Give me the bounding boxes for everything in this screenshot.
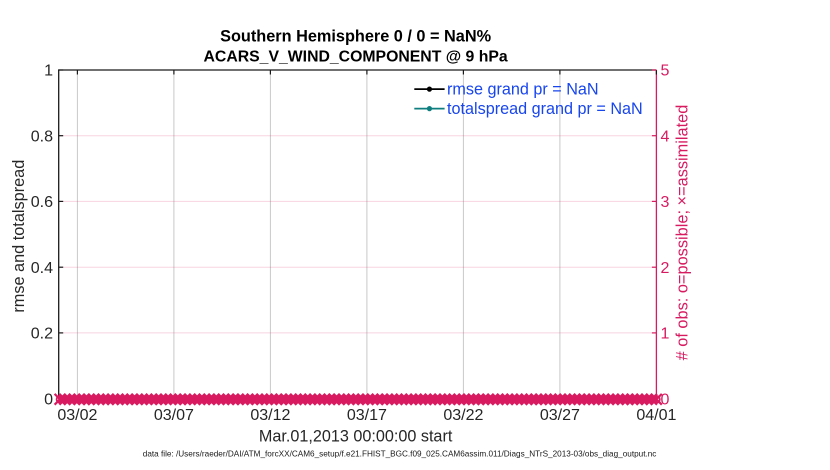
svg-text:03/12: 03/12	[250, 406, 290, 424]
svg-text:1: 1	[661, 325, 670, 343]
svg-text:rmse and totalspread: rmse and totalspread	[10, 160, 28, 313]
svg-text:03/07: 03/07	[154, 406, 194, 424]
svg-text:03/17: 03/17	[347, 406, 387, 424]
svg-text:0: 0	[44, 390, 53, 408]
svg-text:4: 4	[661, 127, 670, 145]
svg-text:0.6: 0.6	[31, 193, 53, 211]
svg-text:Southern Hemisphere 0 / 0 = Na: Southern Hemisphere 0 / 0 = NaN%	[220, 27, 492, 45]
svg-text:0.8: 0.8	[31, 127, 53, 145]
svg-text:2: 2	[661, 259, 670, 277]
svg-text:04/01: 04/01	[636, 406, 676, 424]
svg-text:1: 1	[44, 62, 53, 80]
svg-text:ACARS_V_WIND_COMPONENT @ 9 hPa: ACARS_V_WIND_COMPONENT @ 9 hPa	[204, 49, 508, 66]
svg-text:3: 3	[661, 193, 670, 211]
svg-text:0: 0	[661, 390, 670, 408]
svg-text:data file: /Users/raeder/DAI/A: data file: /Users/raeder/DAI/ATM_forcXX/…	[143, 450, 657, 459]
svg-text:totalspread grand pr = NaN: totalspread grand pr = NaN	[447, 100, 643, 118]
svg-text:5: 5	[661, 62, 670, 80]
svg-text:Mar.01,2013 00:00:00 start: Mar.01,2013 00:00:00 start	[259, 428, 453, 446]
svg-text:# of obs: o=possible; ×=assimi: # of obs: o=possible; ×=assimilated	[673, 105, 691, 361]
svg-text:03/22: 03/22	[443, 406, 483, 424]
svg-text:03/27: 03/27	[540, 406, 580, 424]
svg-text:rmse grand pr = NaN: rmse grand pr = NaN	[447, 80, 599, 98]
svg-text:03/02: 03/02	[57, 406, 97, 424]
svg-text:0.2: 0.2	[31, 325, 53, 343]
svg-text:0.4: 0.4	[31, 259, 53, 277]
